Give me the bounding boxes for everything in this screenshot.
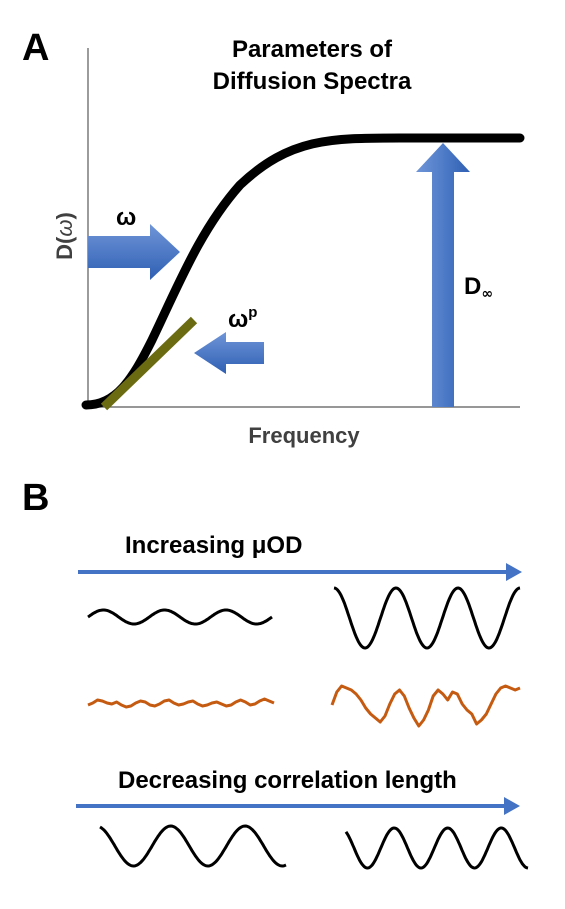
- panel-a-title-line1: Parameters of: [232, 36, 393, 63]
- low-amplitude-noisy-signal: [87, 697, 275, 709]
- low-amplitude-wave: [87, 608, 273, 626]
- increasing-uod-label: Increasing μOD: [125, 532, 302, 559]
- omega-p-arrow: [194, 332, 264, 374]
- long-correlation-wave: [99, 824, 287, 868]
- panel-a-title-line2: Diffusion Spectra: [213, 68, 412, 95]
- high-amplitude-wave: [333, 586, 521, 650]
- d-infinity-label: D∞: [464, 273, 493, 302]
- panel-b-letter: B: [22, 477, 49, 519]
- short-correlation-wave: [344, 826, 529, 870]
- x-axis-label: Frequency: [248, 423, 360, 448]
- high-amplitude-noisy-signal: [330, 684, 521, 728]
- omega-arrow: [88, 224, 180, 280]
- omega-p-label: ωp: [228, 304, 257, 333]
- y-axis-label: D(ω): [52, 212, 77, 260]
- increasing-uod-arrowhead: [506, 563, 522, 581]
- omega-label: ω: [116, 204, 136, 231]
- decreasing-correlation-length-arrowhead: [504, 797, 520, 815]
- low-frequency-slope-line: [100, 316, 198, 411]
- decreasing-correlation-length-label: Decreasing correlation length: [118, 767, 457, 794]
- panel-a-letter: A: [22, 27, 49, 69]
- d-infinity-arrow: [416, 143, 470, 407]
